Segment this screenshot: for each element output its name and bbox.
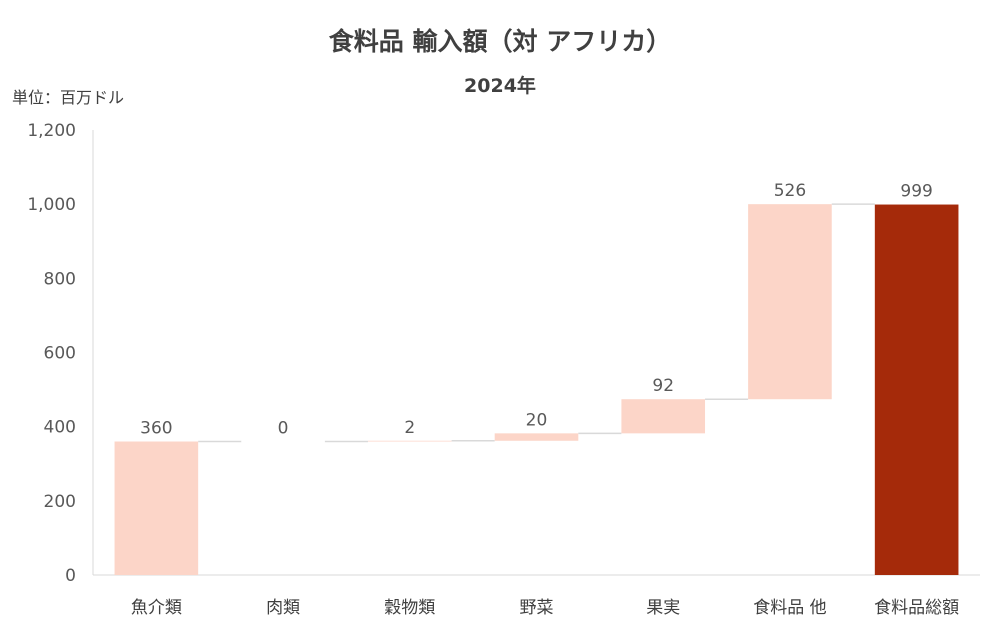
category-label: 肉類 [266, 598, 300, 618]
category-label: 果実 [646, 598, 680, 618]
category-label: 魚介類 [131, 598, 182, 618]
category-label: 野菜 [520, 598, 554, 618]
y-tick-label: 600 [44, 344, 76, 364]
data-label: 0 [278, 419, 289, 439]
data-label: 20 [526, 410, 548, 430]
y-tick-label: 1,200 [27, 121, 76, 141]
waterfall-bar [494, 433, 579, 441]
data-label: 526 [774, 181, 806, 201]
y-tick-label: 0 [65, 566, 76, 586]
y-tick-label: 800 [44, 269, 76, 289]
chart-title: 食料品 輸入額（対 アフリカ） [328, 27, 672, 56]
data-label: 360 [140, 419, 172, 439]
data-label: 92 [652, 376, 674, 396]
y-tick-label: 1,000 [27, 195, 76, 215]
y-tick-label: 400 [44, 418, 76, 438]
waterfall-bar [621, 399, 706, 434]
total-bar [874, 204, 959, 575]
waterfall-bar [367, 440, 452, 442]
waterfall-bar [114, 441, 199, 575]
data-label: 999 [900, 182, 932, 202]
chart-subtitle: 2024年 [464, 75, 536, 97]
y-tick-label: 200 [44, 492, 76, 512]
category-label: 穀物類 [384, 598, 435, 618]
category-label: 食料品総額 [874, 598, 959, 618]
category-label: 食料品 他 [753, 598, 826, 618]
waterfall-bar [748, 204, 832, 400]
unit-label: 単位：百万ドル [12, 88, 125, 107]
data-label: 2 [404, 418, 415, 438]
